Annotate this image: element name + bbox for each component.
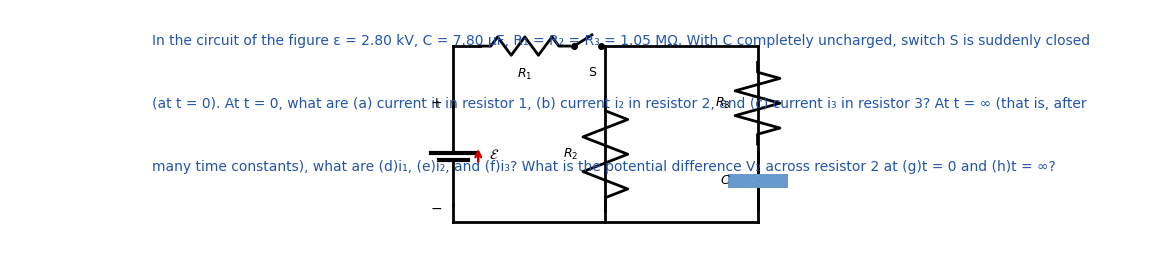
Text: $\mathcal{E}$: $\mathcal{E}$: [489, 148, 499, 162]
Text: +: +: [431, 96, 442, 110]
Text: $C$: $C$: [720, 174, 731, 187]
Text: S: S: [588, 67, 596, 80]
Text: −: −: [431, 202, 442, 216]
Text: many time constants), what are (d)i₁, (e)i₂, and (f)i₃? What is the potential di: many time constants), what are (d)i₁, (e…: [151, 160, 1056, 174]
Text: (at t = 0). At t = 0, what are (a) current i₁ in resistor 1, (b) current i₂ in r: (at t = 0). At t = 0, what are (a) curre…: [151, 97, 1086, 111]
Text: $R_3$: $R_3$: [715, 96, 731, 111]
Text: In the circuit of the figure ε = 2.80 kV, C = 7.80 μF, R₁ = R₂ = R₃ = 1.05 MΩ. W: In the circuit of the figure ε = 2.80 kV…: [151, 34, 1089, 48]
Text: $R_2$: $R_2$: [564, 147, 579, 162]
Text: $R_1$: $R_1$: [517, 67, 532, 82]
